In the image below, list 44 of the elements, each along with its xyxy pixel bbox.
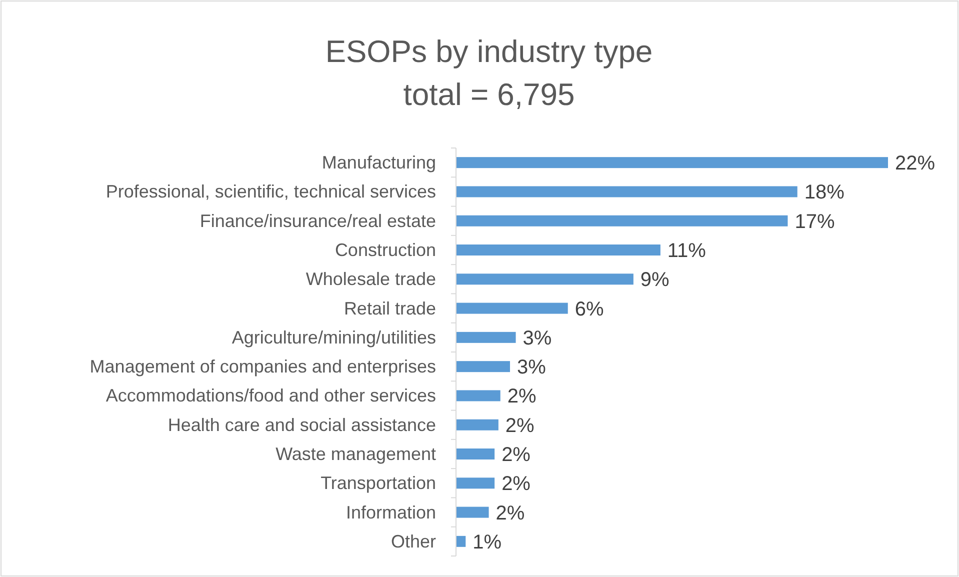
data-label: 2% — [507, 386, 536, 408]
data-label: 6% — [574, 298, 604, 320]
bar — [456, 506, 489, 518]
y-tick-label: Manufacturing — [322, 152, 436, 173]
data-label: 2% — [496, 502, 525, 524]
data-label: 18% — [804, 182, 845, 204]
y-tick-label: Accommodations/food and other services — [106, 386, 436, 406]
bar — [456, 361, 510, 372]
data-label: 22% — [895, 152, 936, 175]
bar — [456, 332, 516, 343]
data-label: 2% — [505, 414, 535, 437]
data-label: 3% — [522, 327, 552, 350]
bar — [456, 419, 498, 430]
bar — [456, 302, 568, 314]
chart-subtitle: total = 6,795 — [403, 77, 575, 112]
data-label: 3% — [517, 356, 546, 379]
y-tick-label: Professional, scientific, technical services — [106, 182, 436, 202]
data-label: 17% — [794, 210, 835, 233]
bar — [456, 478, 495, 489]
bar — [456, 390, 500, 402]
y-tick-label: Information — [346, 502, 436, 522]
y-tick-label: Finance/insurance/real estate — [200, 210, 436, 231]
data-label: 1% — [472, 531, 502, 554]
y-tick-label: Agriculture/mining/utilities — [232, 327, 436, 348]
y-tick-label: Other — [390, 531, 436, 552]
bar — [456, 186, 798, 198]
y-tick-label: Health care and social assistance — [168, 414, 436, 435]
bar — [456, 215, 788, 226]
chart-title: ESOPs by industry type — [325, 34, 653, 69]
bar — [456, 244, 660, 256]
y-tick-label: Management of companies and enterprises — [90, 356, 436, 377]
bar — [456, 536, 466, 547]
data-label: 2% — [502, 444, 531, 466]
y-tick-label: Transportation — [320, 473, 436, 494]
bar — [456, 157, 888, 168]
data-label: 9% — [640, 269, 670, 292]
data-label: 11% — [667, 240, 706, 262]
y-tick-label: Construction — [334, 240, 436, 260]
y-tick-label: Retail trade — [344, 298, 436, 318]
bar — [456, 274, 634, 285]
bar — [456, 448, 495, 460]
data-label: 2% — [502, 473, 531, 496]
y-tick-label: Wholesale trade — [306, 269, 436, 290]
y-tick-label: Waste management — [276, 444, 436, 464]
